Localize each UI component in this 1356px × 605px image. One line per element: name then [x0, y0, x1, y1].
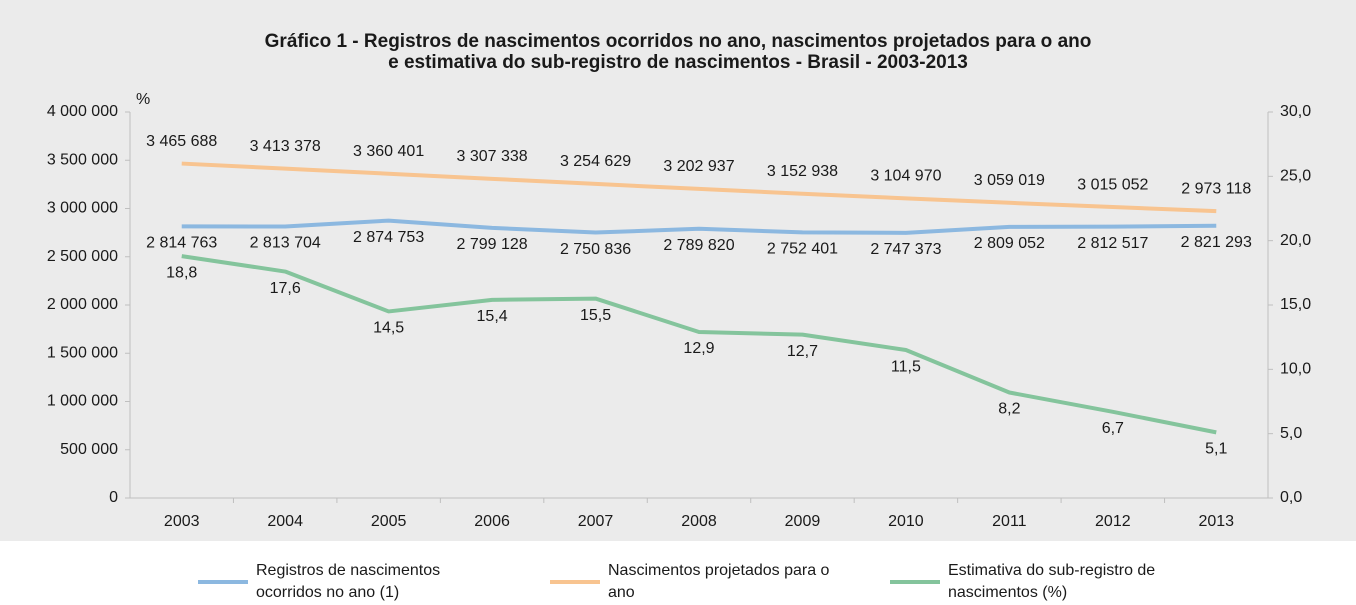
data-label: 2 752 401	[767, 241, 838, 258]
x-tick-label: 2005	[371, 513, 407, 530]
data-label: 3 465 688	[146, 133, 217, 150]
legend-swatch	[198, 580, 248, 584]
legend-item: Estimativa do sub-registro de nascimento…	[890, 560, 1188, 604]
data-label: 2 821 293	[1181, 234, 1252, 251]
y-tick-label: 500 000	[60, 441, 118, 458]
data-label: 3 015 052	[1077, 176, 1148, 193]
y2-tick-label: 25,0	[1280, 168, 1311, 185]
x-tick-label: 2010	[888, 513, 924, 530]
x-tick-label: 2013	[1198, 513, 1234, 530]
legend-label: Registros de nascimentos ocorridos no an…	[256, 562, 441, 601]
data-label: 6,7	[1102, 420, 1124, 437]
data-label: 3 360 401	[353, 143, 424, 160]
data-label: 2 750 836	[560, 241, 631, 258]
data-label: 3 307 338	[456, 148, 527, 165]
legend-item: Nascimentos projetados para o ano	[550, 560, 848, 604]
data-label: 12,7	[787, 343, 818, 360]
x-tick-label: 2011	[992, 513, 1027, 530]
data-label: 2 874 753	[353, 229, 424, 246]
x-tick-label: 2008	[681, 513, 717, 530]
y2-tick-label: 30,0	[1280, 103, 1311, 120]
data-label: 18,8	[166, 264, 197, 281]
data-label: 3 059 019	[974, 172, 1045, 189]
y2-tick-label: 5,0	[1280, 425, 1302, 442]
data-label: 3 152 938	[767, 163, 838, 180]
chart-title: e estimativa do sub-registro de nascimen…	[388, 52, 968, 73]
chart-title: Gráfico 1 - Registros de nascimentos oco…	[265, 31, 1092, 52]
data-label: 2 809 052	[974, 235, 1045, 252]
data-label: 2 799 128	[456, 236, 527, 253]
y-tick-label: 1 500 000	[47, 344, 118, 361]
data-label: 3 202 937	[663, 158, 734, 175]
series-line	[181, 254, 1217, 435]
y-tick-label: 3 500 000	[47, 151, 118, 168]
legend-label: Nascimentos projetados para o ano	[608, 562, 830, 601]
x-tick-label: 2007	[578, 513, 614, 530]
data-label: 8,2	[998, 401, 1020, 418]
series-line	[181, 218, 1217, 235]
x-tick-label: 2004	[267, 513, 303, 530]
x-tick-label: 2003	[164, 513, 200, 530]
legend-label: Estimativa do sub-registro de nascimento…	[948, 562, 1156, 601]
data-label: 11,5	[891, 358, 921, 375]
y2-tick-label: 15,0	[1280, 296, 1311, 313]
data-label: 2 814 763	[146, 235, 217, 252]
x-tick-label: 2009	[785, 513, 821, 530]
data-label: 3 254 629	[560, 153, 631, 170]
y-tick-label: 2 000 000	[47, 296, 118, 313]
data-label: 3 104 970	[870, 168, 941, 185]
y-tick-label: 2 500 000	[47, 248, 118, 265]
data-label: 2 789 820	[663, 237, 734, 254]
data-label: 15,4	[477, 308, 508, 325]
chart-background	[0, 0, 1356, 541]
y2-tick-label: 20,0	[1280, 232, 1311, 249]
data-label: 14,5	[373, 320, 404, 337]
data-label: 12,9	[683, 340, 714, 357]
y-tick-label: 0	[109, 489, 118, 506]
data-label: 15,5	[580, 307, 611, 324]
data-label: 2 813 704	[250, 235, 321, 252]
y-tick-label: 3 000 000	[47, 200, 118, 217]
y2-axis-label: %	[136, 91, 150, 108]
data-label: 3 413 378	[250, 138, 321, 155]
legend-item: Registros de nascimentos ocorridos no an…	[198, 560, 496, 604]
legend-swatch	[890, 580, 940, 584]
data-label: 5,1	[1205, 441, 1227, 458]
data-label: 17,6	[270, 280, 301, 297]
data-label: 2 812 517	[1077, 235, 1148, 252]
y2-tick-label: 10,0	[1280, 361, 1311, 378]
x-tick-label: 2006	[474, 513, 510, 530]
x-tick-label: 2012	[1095, 513, 1131, 530]
data-label: 2 973 118	[1181, 180, 1251, 197]
y-tick-label: 4 000 000	[47, 103, 118, 120]
y2-tick-label: 0,0	[1280, 489, 1302, 506]
legend-swatch	[550, 580, 600, 584]
y-tick-label: 1 000 000	[47, 393, 118, 410]
series-line	[181, 161, 1217, 214]
data-label: 2 747 373	[870, 241, 941, 258]
